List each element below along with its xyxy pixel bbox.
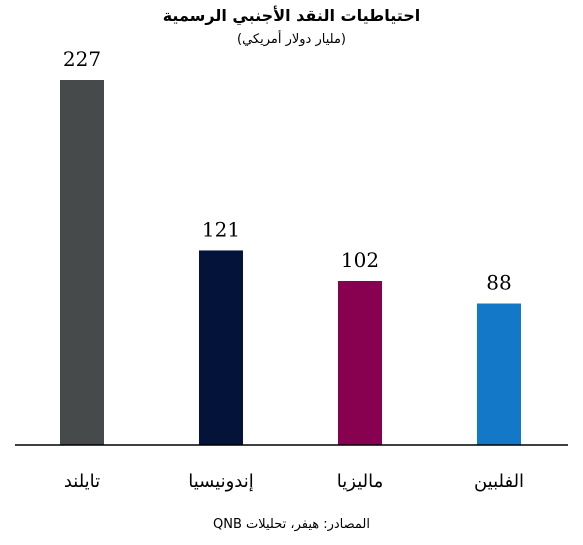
category-label-3: ماليزيا xyxy=(337,471,383,492)
chart-title: احتياطيات النقد الأجنبي الرسمية xyxy=(162,6,421,25)
bar-3 xyxy=(338,280,382,445)
category-label-1: تايلند xyxy=(64,471,100,492)
value-label-1: 227 xyxy=(63,47,101,71)
chart-source: المصادر: هيفر، تحليلات QNB xyxy=(212,517,370,532)
value-label-4: 88 xyxy=(486,271,511,295)
category-label-2: إندونيسيا xyxy=(188,471,254,492)
bar-2 xyxy=(199,250,243,445)
bar-4 xyxy=(477,303,521,445)
bar-1 xyxy=(60,80,104,445)
value-label-2: 121 xyxy=(202,217,240,241)
category-label-4: الفلبين xyxy=(474,471,524,492)
value-label-3: 102 xyxy=(341,248,379,272)
chart-subtitle: (مليار دولار أمريكي) xyxy=(237,32,346,47)
